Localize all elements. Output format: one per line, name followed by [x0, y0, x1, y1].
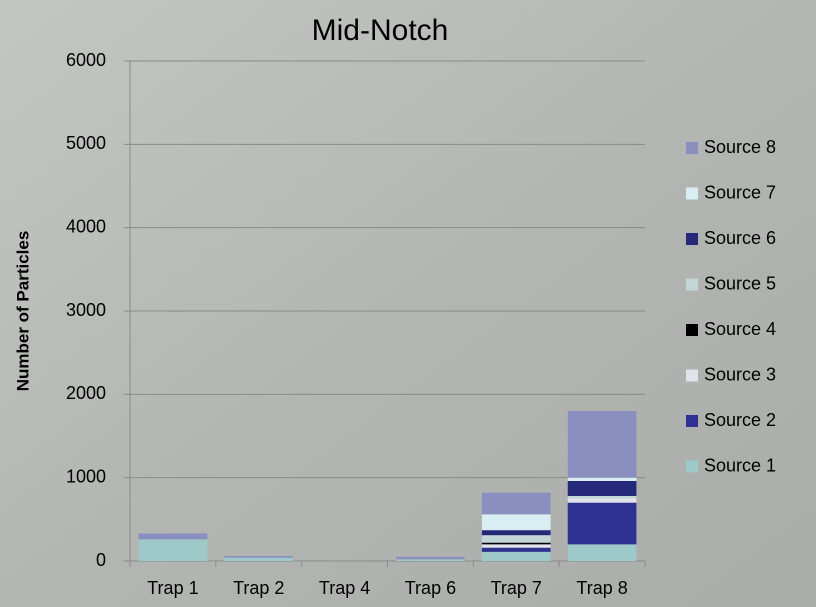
chart-title: Mid-Notch [312, 14, 449, 47]
legend-label: Source 4 [704, 319, 776, 339]
legend-label: Source 2 [704, 410, 776, 430]
x-tick-label: Trap 6 [405, 578, 456, 598]
bar-segment [481, 530, 551, 536]
bar-segment [481, 492, 551, 515]
legend-swatch [686, 460, 698, 473]
bar-segment [224, 557, 294, 561]
bar-segment [396, 556, 465, 560]
bar-segment [138, 533, 208, 540]
bar-segment [567, 481, 637, 496]
legend-label: Source 7 [704, 182, 776, 202]
y-tick-label: 0 [96, 550, 106, 570]
legend-swatch [686, 369, 698, 382]
legend-label: Source 8 [704, 137, 776, 157]
bar-segment [481, 542, 551, 545]
bar-segment [224, 556, 294, 558]
x-tick-label: Trap 2 [233, 578, 284, 598]
y-tick-label: 6000 [66, 50, 106, 70]
legend-label: Source 3 [704, 364, 776, 384]
bar-segment [567, 411, 637, 478]
bar-segment [481, 547, 551, 552]
bar-segment [396, 559, 465, 561]
bar-segment [567, 544, 637, 561]
bar-segment [481, 551, 551, 561]
bar-segment [481, 544, 551, 548]
bar-segment [567, 477, 637, 481]
y-tick-label: 4000 [66, 216, 106, 236]
x-tick-label: Trap 1 [147, 578, 198, 598]
bar-segment [567, 502, 637, 545]
y-tick-label: 1000 [66, 466, 106, 486]
y-tick-label: 3000 [66, 300, 106, 320]
x-tick-label: Trap 7 [491, 578, 542, 598]
legend-swatch [686, 142, 698, 154]
legend-swatch [686, 415, 698, 427]
y-tick-label: 5000 [66, 133, 106, 153]
bar-segment [567, 498, 637, 503]
legend-swatch [686, 278, 698, 291]
x-tick-label: Trap 8 [576, 578, 627, 598]
bar-segment [481, 514, 551, 531]
legend-swatch [686, 233, 698, 245]
legend-label: Source 1 [704, 455, 776, 475]
y-axis-label: Number of Particles [13, 231, 32, 392]
y-tick-label: 2000 [66, 383, 106, 403]
legend-label: Source 6 [704, 228, 776, 248]
x-tick-label: Trap 4 [319, 578, 370, 598]
bar-segment [138, 539, 208, 561]
legend-swatch [686, 324, 698, 336]
legend-label: Source 5 [704, 273, 776, 293]
bar-segment [481, 535, 551, 543]
bar-segment [567, 496, 637, 499]
legend-swatch [686, 187, 698, 200]
